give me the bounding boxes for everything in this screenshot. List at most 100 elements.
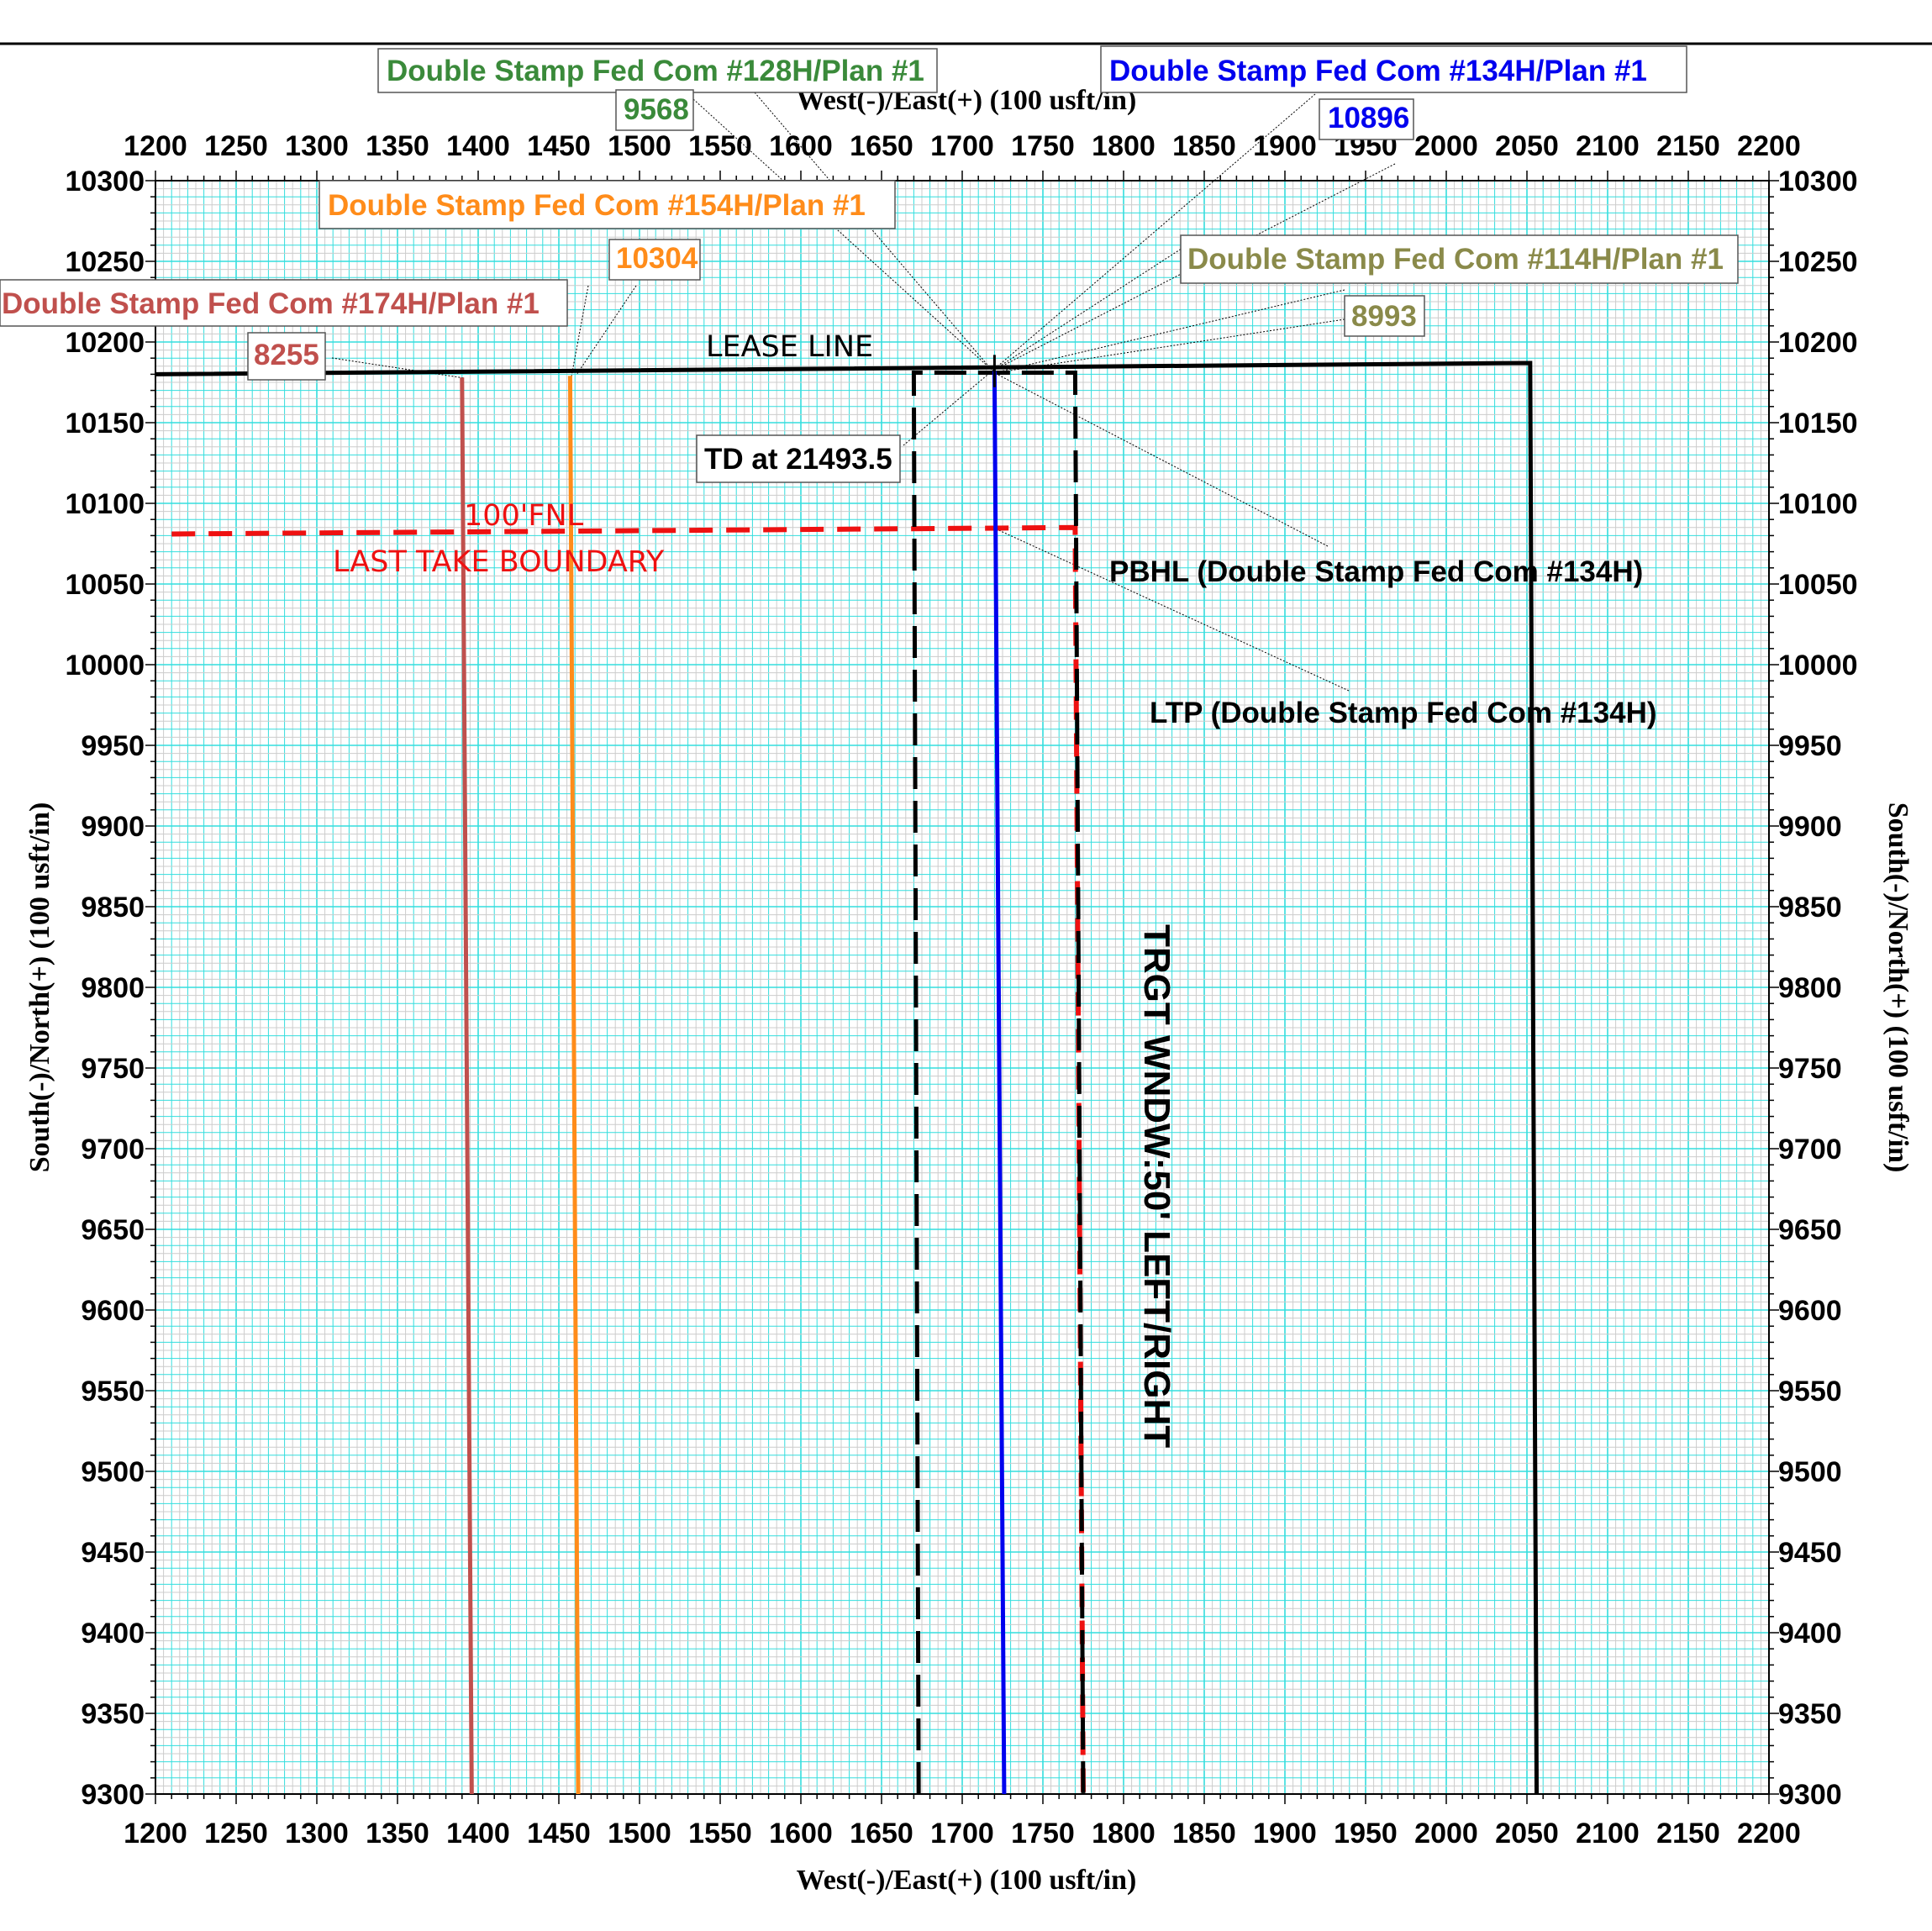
x-tick-label-bottom: 1900 [1253, 1818, 1317, 1849]
md-8255-text: 8255 [254, 339, 319, 371]
y-tick-label-left: 9350 [81, 1698, 145, 1730]
y-tick-label-left: 9950 [81, 730, 145, 762]
y-tick-label-right: 9500 [1778, 1456, 1842, 1488]
y-tick-label-right: 9700 [1778, 1134, 1842, 1165]
label-174h-text: Double Stamp Fed Com #174H/Plan #1 [2, 287, 540, 320]
y-tick-label-right: 9450 [1778, 1537, 1842, 1569]
y-axis-title-left: South(-)/North(+) (100 usft/in) [24, 802, 55, 1173]
y-tick-label-right: 9850 [1778, 892, 1842, 923]
x-tick-label-top: 1300 [285, 130, 349, 162]
y-tick-label-left: 10100 [65, 488, 145, 520]
x-tick-label-top: 1750 [1011, 130, 1075, 162]
md-8993-text: 8993 [1351, 300, 1417, 333]
x-tick-label-top: 2000 [1414, 130, 1478, 162]
x-tick-label-bottom: 1350 [366, 1818, 429, 1849]
y-tick-label-right: 10100 [1778, 488, 1858, 520]
lease-line-label: LEASE LINE [706, 330, 873, 364]
y-tick-label-left: 10050 [65, 569, 145, 601]
x-tick-label-top: 1400 [446, 130, 510, 162]
series [460, 355, 1007, 1795]
y-tick-label-left: 9550 [81, 1376, 145, 1407]
y-tick-label-left: 10250 [65, 246, 145, 278]
well-path-1 [567, 376, 581, 1795]
y-tick-label-right: 10250 [1778, 246, 1858, 278]
x-tick-label-top: 1250 [204, 130, 268, 162]
grid [155, 180, 1770, 1795]
label-114h-text: Double Stamp Fed Com #114H/Plan #1 [1187, 243, 1724, 276]
td-label-text: TD at 21493.5 [704, 443, 892, 476]
x-tick-label-top: 2200 [1737, 130, 1801, 162]
label-154h: Double Stamp Fed Com #154H/Plan #1 [318, 180, 896, 229]
md-10304: 10304 [608, 239, 701, 281]
label-114h: Double Stamp Fed Com #114H/Plan #1 [1180, 234, 1739, 284]
md-8993: 8993 [1344, 295, 1425, 337]
ltp-label: LTP (Double Stamp Fed Com #134H) [1150, 697, 1657, 729]
y-tick-label-right: 9600 [1778, 1295, 1842, 1327]
y-axis-title-right: South(-)/North(+) (100 usft/in) [1882, 802, 1914, 1173]
x-tick-label-top: 1900 [1253, 130, 1317, 162]
y-tick-label-right: 9550 [1778, 1376, 1842, 1407]
x-tick-label-bottom: 2050 [1495, 1818, 1559, 1849]
td-label: TD at 21493.5 [696, 434, 901, 483]
well-path-2 [992, 371, 1007, 1795]
y-tick-label-left: 9450 [81, 1537, 145, 1569]
axis-ticks [145, 171, 1779, 1804]
md-10896-text: 10896 [1328, 102, 1409, 134]
boundary-lease-line [155, 360, 1540, 1795]
label-134h: Double Stamp Fed Com #134H/Plan #1 [1100, 45, 1687, 93]
target-window-label: TRGT WNDW:50' LEFT/RIGHT [1136, 924, 1177, 1448]
y-tick-label-left: 9700 [81, 1134, 145, 1165]
y-tick-label-right: 9950 [1778, 730, 1842, 762]
x-tick-label-bottom: 2100 [1576, 1818, 1640, 1849]
last-take-label: LAST TAKE BOUNDARY [333, 545, 665, 579]
label-134h-text: Double Stamp Fed Com #134H/Plan #1 [1109, 55, 1647, 87]
y-tick-label-left: 10200 [65, 327, 145, 359]
md-9568: 9568 [615, 89, 694, 131]
x-tick-label-top: 1800 [1092, 130, 1156, 162]
x-tick-label-bottom: 1300 [285, 1818, 349, 1849]
md-10896: 10896 [1319, 98, 1414, 140]
pbhl-label: PBHL (Double Stamp Fed Com #134H) [1109, 555, 1643, 588]
y-tick-label-right: 9300 [1778, 1779, 1842, 1811]
x-tick-label-bottom: 1550 [688, 1818, 752, 1849]
x-tick-label-bottom: 1250 [204, 1818, 268, 1849]
x-tick-label-top: 1350 [366, 130, 429, 162]
x-tick-label-bottom: 1400 [446, 1818, 510, 1849]
md-10304-text: 10304 [616, 242, 698, 275]
y-tick-label-right: 9650 [1778, 1214, 1842, 1246]
y-tick-label-left: 9850 [81, 892, 145, 923]
x-tick-label-bottom: 1950 [1334, 1818, 1398, 1849]
y-tick-label-left: 10300 [65, 166, 145, 197]
y-tick-label-right: 10000 [1778, 650, 1858, 681]
x-tick-label-bottom: 1450 [527, 1818, 591, 1849]
x-tick-label-top: 1200 [124, 130, 187, 162]
y-tick-label-right: 10300 [1778, 166, 1858, 197]
x-tick-label-bottom: 1650 [850, 1818, 913, 1849]
y-tick-label-right: 9900 [1778, 811, 1842, 843]
y-tick-label-right: 9750 [1778, 1053, 1842, 1085]
x-tick-label-top: 2050 [1495, 130, 1559, 162]
y-tick-label-right: 10150 [1778, 408, 1858, 439]
y-tick-label-left: 10150 [65, 408, 145, 439]
leader-lines [331, 92, 1396, 692]
x-tick-label-bottom: 1750 [1011, 1818, 1075, 1849]
y-tick-label-left: 9300 [81, 1779, 145, 1811]
y-tick-label-left: 9900 [81, 811, 145, 843]
x-tick-label-bottom: 1500 [608, 1818, 671, 1849]
y-tick-label-left: 9600 [81, 1295, 145, 1327]
md-8255: 8255 [247, 332, 326, 381]
axis-tick-labels: 1200 1200 1250 1250 1300 1300 1350 1350 1400 1400… [65, 130, 1857, 1849]
x-tick-label-bottom: 1200 [124, 1818, 187, 1849]
x-tick-label-top: 1850 [1172, 130, 1236, 162]
label-128h-text: Double Stamp Fed Com #128H/Plan #1 [387, 55, 924, 87]
y-tick-label-left: 10000 [65, 650, 145, 681]
x-tick-label-bottom: 1600 [769, 1818, 833, 1849]
x-tick-label-bottom: 1700 [930, 1818, 994, 1849]
y-tick-label-left: 9750 [81, 1053, 145, 1085]
x-tick-label-top: 2100 [1576, 130, 1640, 162]
x-tick-label-bottom: 2200 [1737, 1818, 1801, 1849]
x-tick-label-top: 2150 [1656, 130, 1720, 162]
label-154h-text: Double Stamp Fed Com #154H/Plan #1 [328, 189, 866, 222]
x-tick-label-bottom: 1800 [1092, 1818, 1156, 1849]
x-tick-label-top: 1500 [608, 130, 671, 162]
